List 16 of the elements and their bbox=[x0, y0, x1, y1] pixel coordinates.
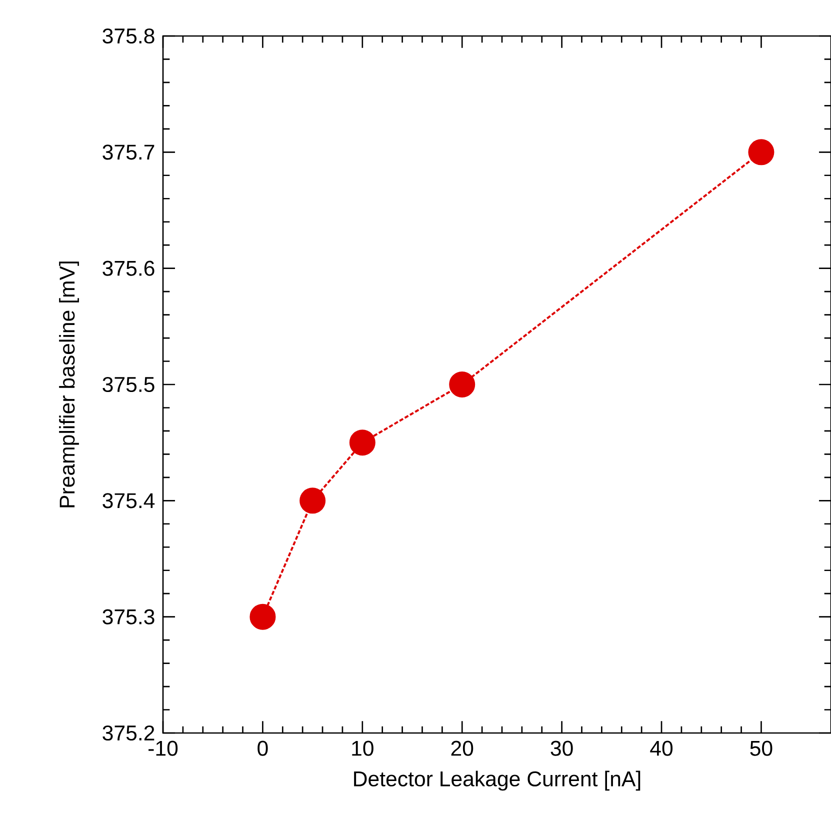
y-tick-label: 375.4 bbox=[102, 493, 155, 508]
y-axis-title: Preamplifier baseline [mV] bbox=[59, 262, 79, 508]
y-tick-label: 375.5 bbox=[102, 376, 154, 392]
x-tick-label: 20 bbox=[451, 740, 474, 756]
y-tick-label: 375.8 bbox=[102, 28, 154, 44]
x-tick-label: -10 bbox=[148, 740, 178, 756]
x-tick-label: 50 bbox=[750, 740, 772, 756]
x-tick-label: 40 bbox=[650, 740, 673, 756]
y-tick-label: 375.7 bbox=[102, 144, 154, 160]
x-axis-title: Detector Leakage Current [nA] bbox=[354, 770, 640, 791]
x-tick-label: 10 bbox=[352, 740, 374, 756]
y-tick-label: 375.2 bbox=[102, 725, 154, 741]
y-tick-label: 375.3 bbox=[102, 609, 154, 624]
y-tick-label: 375.6 bbox=[102, 260, 154, 276]
x-tick-label: 0 bbox=[258, 740, 268, 756]
x-tick-label: 30 bbox=[550, 740, 573, 756]
